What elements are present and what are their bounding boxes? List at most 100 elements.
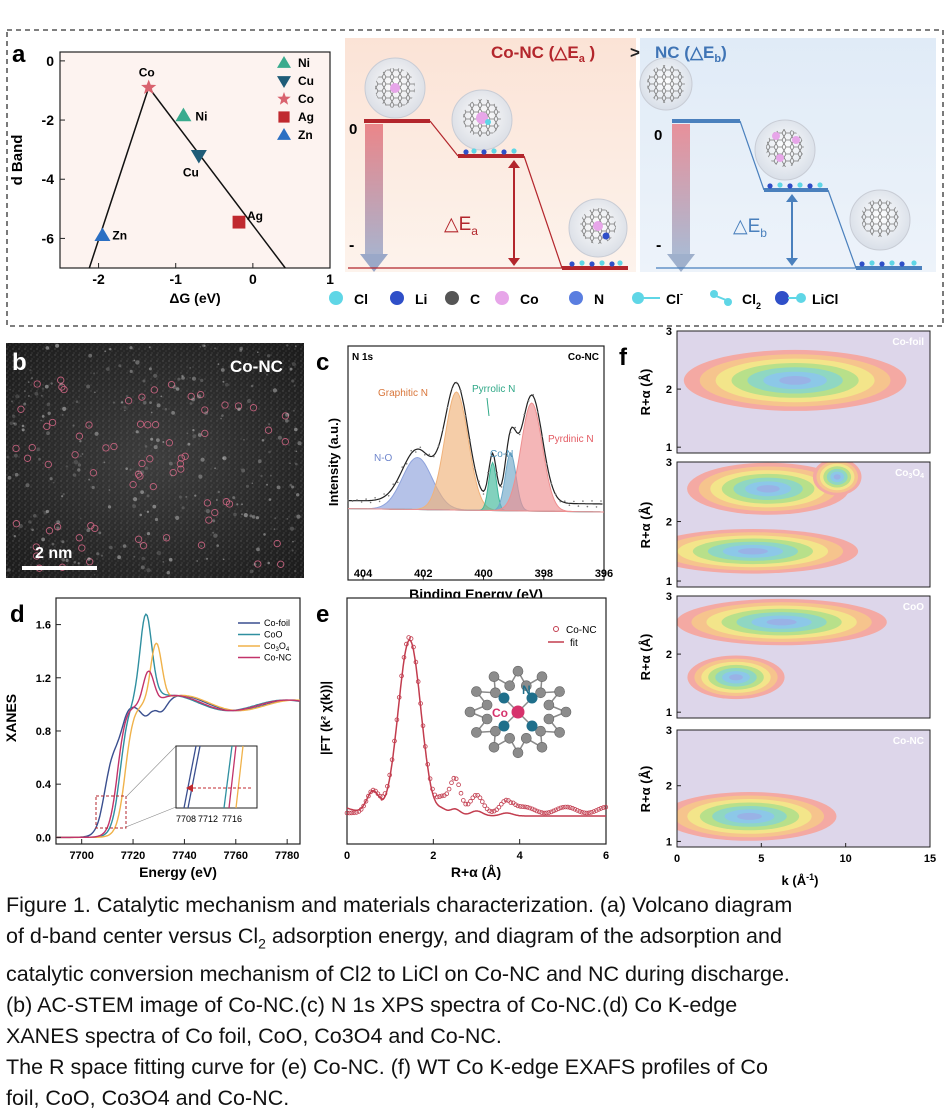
stem-single-atom-marker: [139, 542, 148, 550]
xanes-inset-frame: [175, 745, 258, 809]
wt-ytick-label: 3: [666, 326, 672, 338]
stem-speckle: [144, 466, 149, 470]
ft-data-point: [541, 810, 547, 816]
stem-speckle: [9, 421, 14, 426]
xanes-legend-label: Co-foil: [264, 618, 290, 628]
ft-data-point: [375, 791, 381, 797]
stem-speckle: [34, 391, 39, 396]
ft-data-point: [406, 635, 412, 640]
stem-speckle: [191, 397, 196, 402]
xanes-legend-label: CoO: [264, 630, 283, 640]
stem-speckle: [200, 457, 205, 462]
wt-ylabel: R+α (Å): [638, 369, 653, 416]
ft-xtick-label: 0: [344, 850, 350, 862]
stem-speckle: [31, 377, 33, 380]
stem-speckle: [205, 557, 209, 560]
stem-speckle: [44, 384, 49, 389]
xps-raw-point: [509, 431, 512, 434]
stem-speckle: [181, 376, 185, 380]
ft-legend-marker-data: [553, 626, 559, 632]
ft-data-point: [472, 793, 478, 798]
xps-raw-point: [577, 505, 580, 507]
stem-speckle: [268, 423, 271, 426]
stem-speckle: [140, 470, 145, 475]
stem-speckle: [150, 411, 153, 414]
stem-single-atom-marker: [146, 455, 154, 463]
stem-single-atom-marker: [85, 421, 93, 429]
stem-speckle: [214, 467, 217, 470]
stem-speckle: [98, 531, 102, 535]
wt-ytick-label: 2: [666, 781, 672, 793]
stem-speckle: [292, 540, 294, 543]
stem-speckle: [18, 523, 23, 529]
stem-speckle: [23, 390, 26, 393]
stem-speckle: [214, 347, 217, 350]
species-legend-label: Li: [415, 291, 427, 307]
ft-data-point: [354, 810, 359, 815]
xps-raw-point: [591, 500, 593, 502]
inset-nitrogen-atom: [498, 692, 510, 704]
caption-line-2: of d-band center versus Cl2 adsorption e…: [6, 924, 782, 952]
ft-data-point: [446, 786, 452, 792]
xanes-xtick-label: 7740: [172, 850, 196, 862]
ft-data-point: [563, 804, 568, 810]
stem-single-atom-marker: [176, 460, 185, 468]
stem-speckle: [249, 514, 253, 518]
ft-data-point: [479, 799, 485, 804]
stem-single-atom-marker: [149, 482, 157, 491]
stem-single-atom-marker: [17, 405, 25, 413]
ft-data-point: [408, 636, 414, 641]
inset-carbon-atom: [488, 741, 500, 753]
species-legend-label: Co: [520, 291, 539, 307]
ft-data-point: [351, 810, 357, 816]
species-legend-label: LiCl: [812, 291, 838, 307]
volcano-ytick-label: -4: [42, 171, 55, 187]
ft-data-point: [465, 801, 471, 807]
stem-speckle: [88, 353, 93, 358]
stem-speckle: [93, 573, 96, 576]
stem-single-atom-marker: [277, 560, 285, 568]
species-marker-cl-ion: [632, 292, 644, 304]
co-nc-molecule-bubble-3: [568, 198, 628, 258]
stem-single-atom-marker: [44, 460, 52, 469]
stem-speckle: [156, 403, 161, 408]
ft-data-point: [389, 757, 395, 762]
stem-speckle: [204, 411, 209, 415]
stem-speckle: [241, 513, 243, 516]
ft-data-point: [582, 810, 587, 816]
stem-speckle: [181, 374, 184, 378]
stem-speckle: [133, 555, 136, 558]
delta-ea-arrow-up: [508, 160, 520, 168]
panel-c-label: c: [316, 349, 329, 376]
xps-pyrrolic-pointer: [486, 397, 490, 417]
xps-raw-point: [532, 393, 534, 396]
xps-peak-label: Pyrrolic N: [472, 384, 515, 395]
stem-speckle: [251, 482, 254, 485]
ft-data-point: [517, 804, 523, 809]
stem-speckle: [108, 489, 111, 491]
ft-data-point: [477, 795, 483, 800]
stem-speckle: [212, 519, 216, 523]
volcano-legend-label: Ag: [298, 110, 314, 124]
stem-speckle: [220, 417, 222, 420]
stem-speckle: [192, 434, 197, 439]
xps-raw-point: [586, 505, 589, 508]
ft-data-point: [525, 804, 530, 810]
co-nc-zero-label: 0: [349, 121, 357, 138]
stem-speckle: [148, 346, 151, 349]
xanes-inset: 7708 7712 7716: [95, 745, 258, 829]
wt-contour: [756, 485, 780, 493]
stem-speckle: [40, 419, 42, 422]
stem-speckle: [285, 419, 289, 423]
stem-speckle: [133, 497, 138, 502]
stem-speckle: [117, 555, 121, 560]
stem-speckle: [268, 498, 272, 501]
stem-single-atom-marker: [32, 552, 41, 560]
stem-speckle: [189, 402, 193, 405]
stem-speckle: [191, 376, 197, 381]
stem-single-atom-marker: [169, 468, 177, 477]
xanes-inset-tick-label: 7716: [222, 814, 242, 824]
stem-speckle: [77, 562, 80, 565]
inset-carbon-atom: [543, 713, 555, 725]
xps-raw-point: [555, 493, 557, 496]
